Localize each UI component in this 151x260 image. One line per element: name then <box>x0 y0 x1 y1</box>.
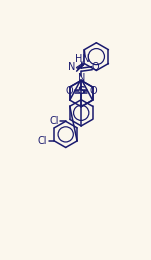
Text: N: N <box>77 73 85 83</box>
Text: O: O <box>91 62 99 72</box>
Text: HN: HN <box>75 54 90 64</box>
Text: N: N <box>68 62 76 72</box>
Text: Cl: Cl <box>38 136 47 146</box>
Text: Cl: Cl <box>49 116 59 126</box>
Text: O: O <box>66 86 73 96</box>
Text: O: O <box>89 86 97 96</box>
Text: S: S <box>77 86 85 96</box>
